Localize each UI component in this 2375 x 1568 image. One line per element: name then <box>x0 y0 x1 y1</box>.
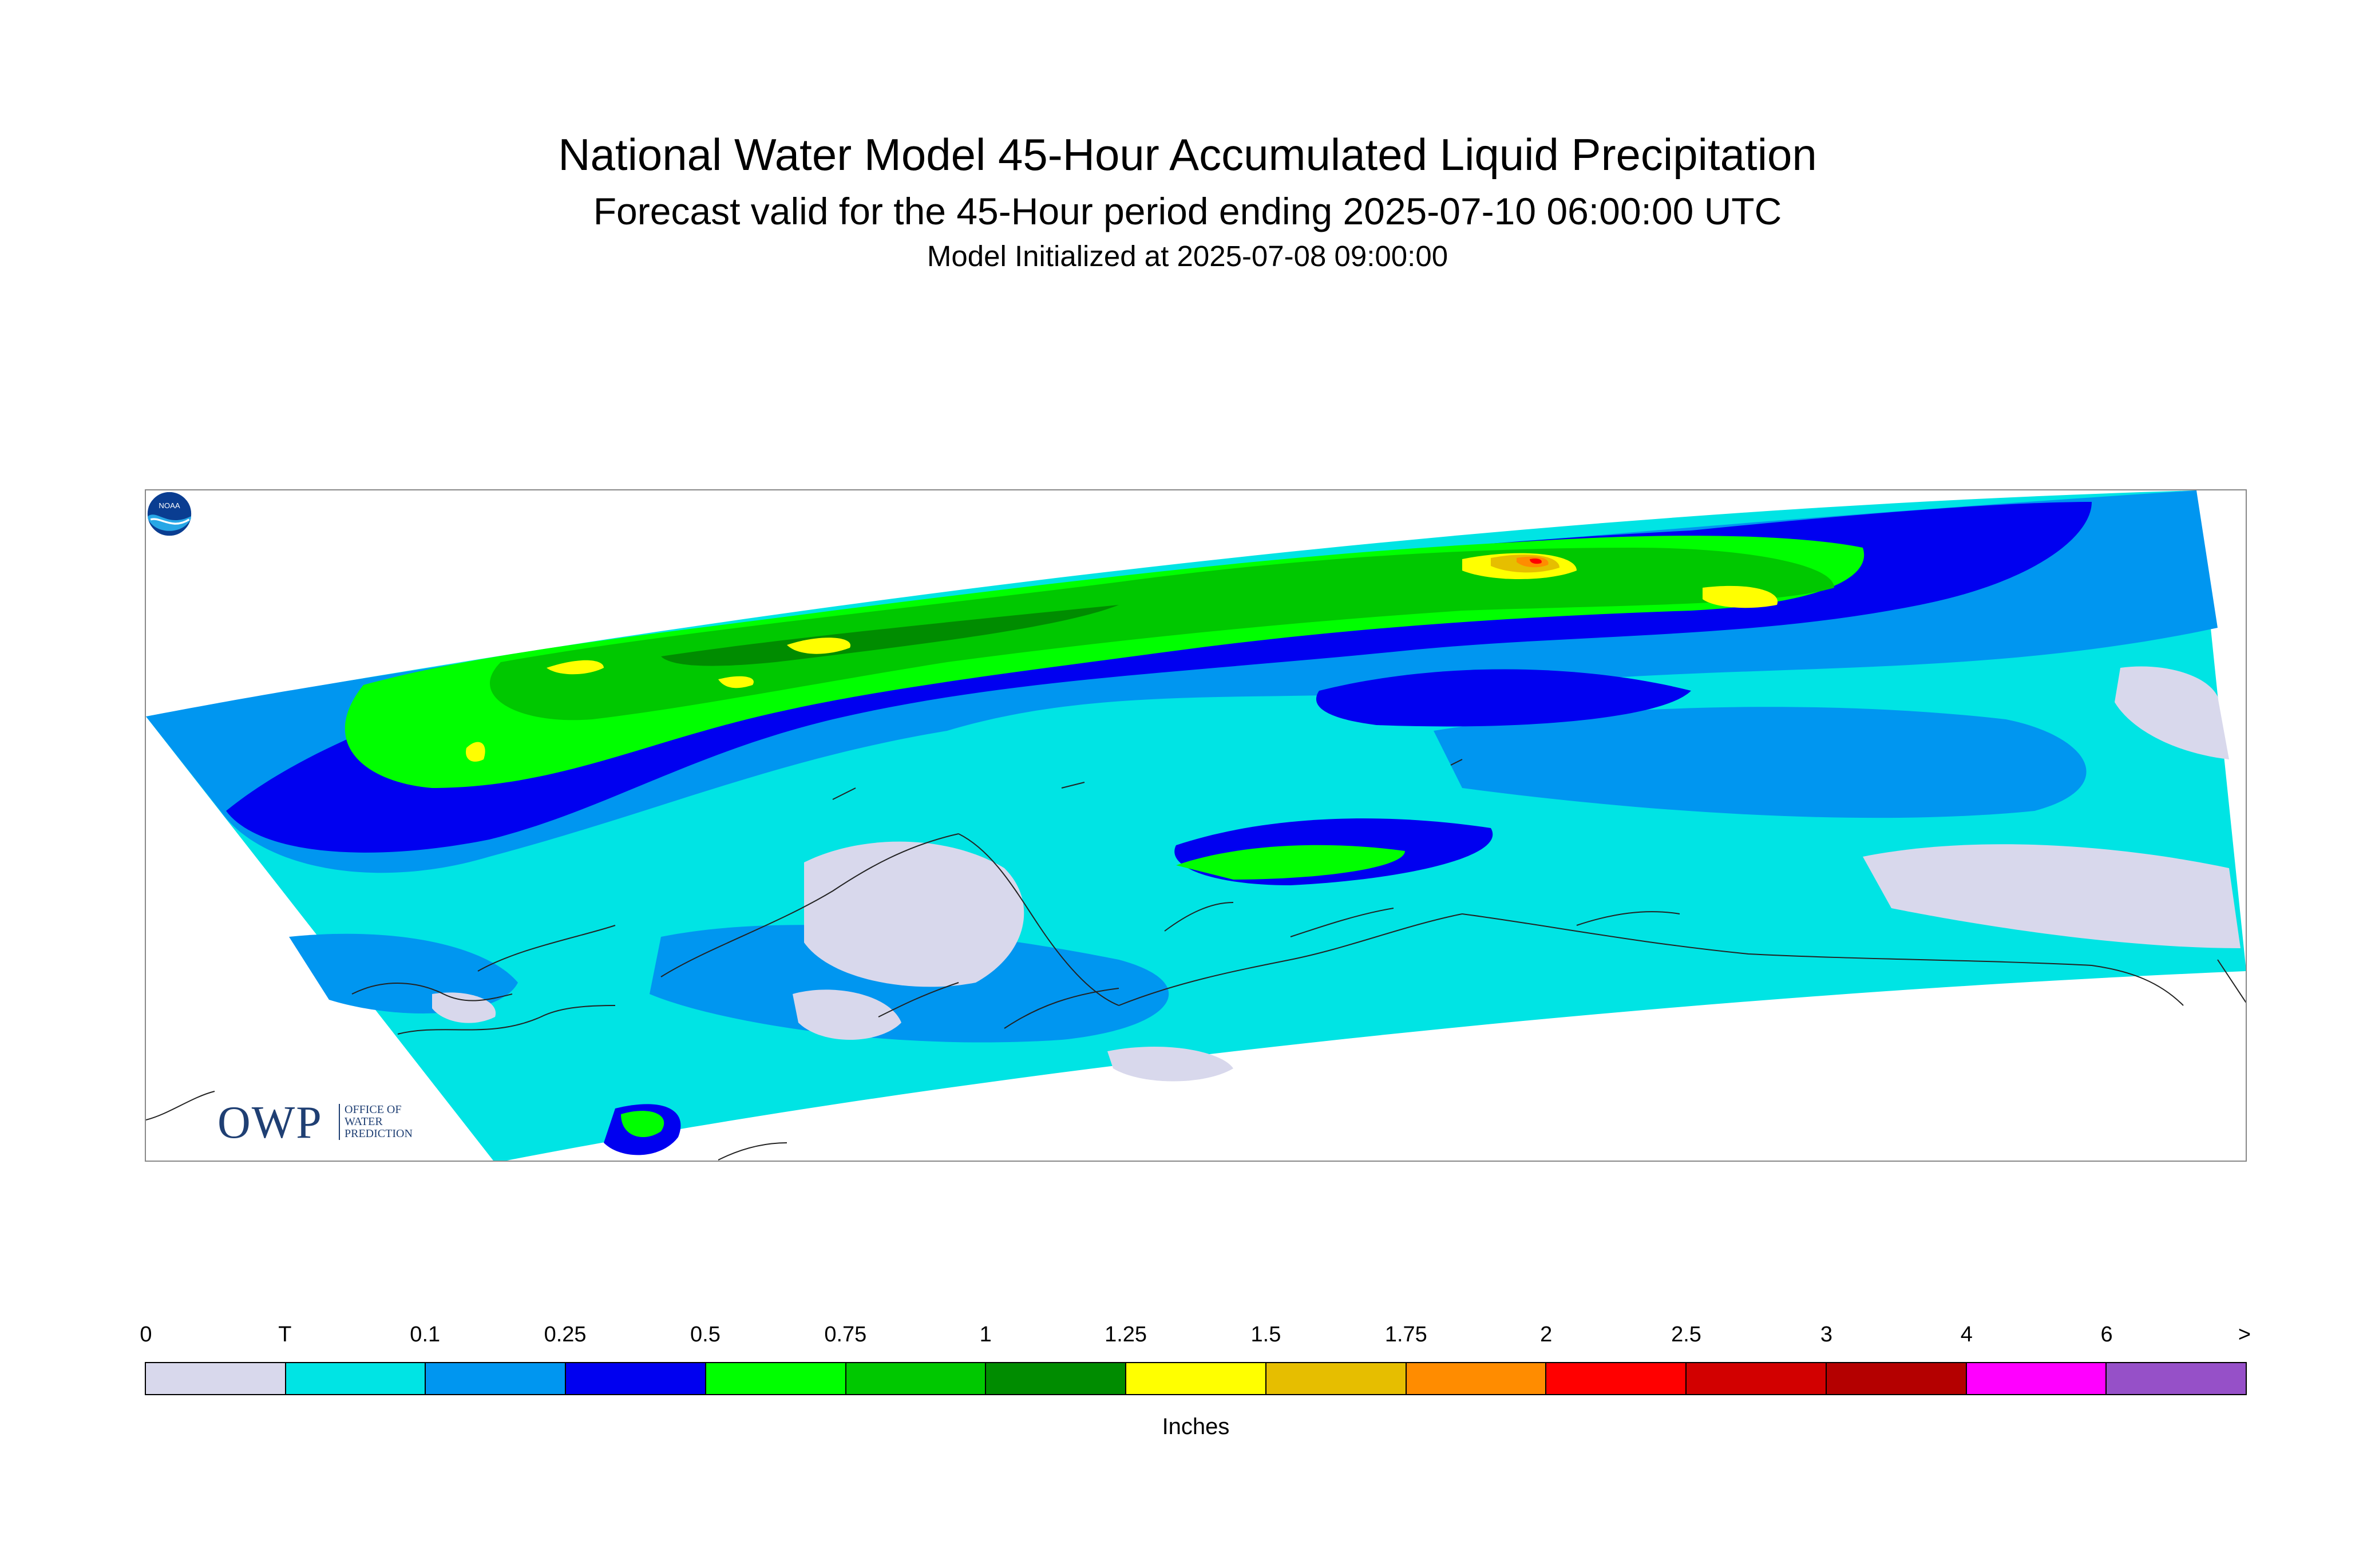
legend-color-bar <box>145 1362 2247 1395</box>
noaa-logo: NOAA <box>146 490 193 537</box>
legend-tick-label: 0.75 <box>824 1322 867 1347</box>
map-canvas <box>146 490 2246 1161</box>
legend-swatch <box>426 1363 567 1394</box>
legend-tick-label: 0 <box>140 1322 152 1347</box>
legend-tick-label: 6 <box>2100 1322 2113 1347</box>
no-precip-patch <box>793 989 901 1040</box>
legend-tick-label: 2.5 <box>1671 1322 1701 1347</box>
precip-peak-area <box>547 660 604 675</box>
precip-peak-area <box>718 676 754 688</box>
legend-swatch <box>1266 1363 1407 1394</box>
legend-swatch <box>986 1363 1127 1394</box>
precip-light-area <box>1434 707 2087 818</box>
legend-units: Inches <box>1162 1414 1230 1439</box>
no-precip-patch <box>2115 666 2229 759</box>
legend-tick-label: 2 <box>1540 1322 1553 1347</box>
owp-logo-subtext: OFFICE OF WATER PREDICTION <box>339 1104 413 1140</box>
legend-tick-label: 0.1 <box>410 1322 441 1347</box>
precipitation-map: OWP OFFICE OF WATER PREDICTION NOAA <box>145 489 2247 1162</box>
legend-swatch <box>566 1363 706 1394</box>
legend-tick-label: 4 <box>1960 1322 1973 1347</box>
legend-tick-label: 1.5 <box>1250 1322 1281 1347</box>
legend-swatch <box>846 1363 987 1394</box>
legend-tick-label: > <box>2238 1322 2251 1347</box>
precip-legend: 0 T 0.1 0.25 0.5 0.75 1 1.25 1.5 1.75 2 2.5 3 4 6 > Inc… <box>140 1305 2251 1439</box>
coastline-lines <box>146 759 2246 1161</box>
no-precip-patch <box>1863 844 2241 948</box>
legend-tick-label: 1 <box>979 1322 992 1347</box>
owp-logo-line: OFFICE OF <box>345 1103 402 1116</box>
legend-swatch <box>1546 1363 1687 1394</box>
no-precip-patch <box>1107 1046 1233 1082</box>
forecast-valid-subtitle: Forecast valid for the 45-Hour period en… <box>593 190 1782 232</box>
page-title: National Water Model 45-Hour Accumulated… <box>558 129 1817 180</box>
owp-logo-line: WATER <box>345 1115 383 1128</box>
noaa-logo-text: NOAA <box>159 501 180 510</box>
precip-heavy-band <box>621 1111 664 1137</box>
precip-peak-area <box>787 638 851 654</box>
legend-swatch <box>286 1363 426 1394</box>
precip-heavy-band <box>1176 845 1405 880</box>
precip-peak-area <box>1703 585 1778 608</box>
legend-tick-label: 1.25 <box>1105 1322 1147 1347</box>
legend-tick-label: 0.5 <box>690 1322 721 1347</box>
precip-peak-area <box>1530 558 1542 564</box>
legend-swatch <box>2107 1363 2246 1394</box>
precip-heavy-core <box>661 605 1119 666</box>
owp-logo: OWP OFFICE OF WATER PREDICTION <box>217 1097 435 1149</box>
precip-heavy-core <box>490 548 1835 720</box>
legend-tick-label: 1.75 <box>1384 1322 1427 1347</box>
precip-peak-area <box>466 742 485 762</box>
owp-logo-line: PREDICTION <box>345 1127 413 1140</box>
legend-swatch <box>1826 1363 1967 1394</box>
no-precip-patch <box>804 841 1024 987</box>
legend-swatch <box>1966 1363 2107 1394</box>
precip-moderate-band <box>1316 669 1691 727</box>
legend-tick-label: 3 <box>1820 1322 1832 1347</box>
legend-swatch <box>1126 1363 1266 1394</box>
legend-swatch <box>1406 1363 1547 1394</box>
legend-swatch <box>1687 1363 1827 1394</box>
legend-tick-label: T <box>278 1322 292 1347</box>
legend-swatch <box>146 1363 286 1394</box>
owp-logo-text: OWP <box>217 1098 323 1148</box>
legend-swatch <box>706 1363 846 1394</box>
model-init-line: Model Initialized at 2025-07-08 09:00:00 <box>927 240 1448 272</box>
legend-tick-label: 0.25 <box>544 1322 587 1347</box>
